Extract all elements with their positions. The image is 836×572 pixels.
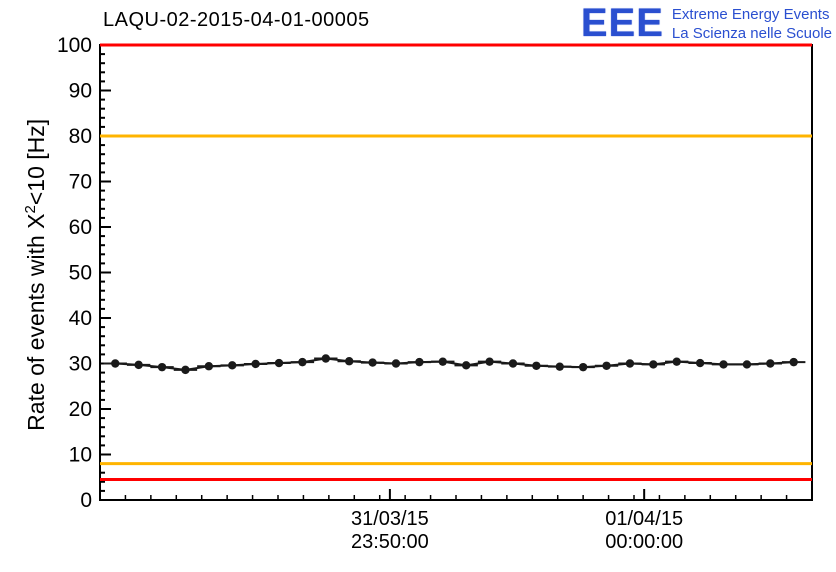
data-point — [625, 359, 635, 368]
eee-logo-text: Extreme Energy Events La Scienza nelle S… — [672, 5, 832, 43]
threshold-lines — [100, 43, 812, 482]
eee-logo-line1: Extreme Energy Events — [671, 6, 830, 23]
x-tick-time: 00:00:00 — [605, 531, 683, 553]
data-point — [251, 359, 260, 369]
data-point — [461, 361, 471, 370]
x-tick-date: 31/03/15 — [351, 508, 429, 530]
data-point — [438, 357, 447, 366]
y-tick-label: 60 — [69, 216, 92, 239]
eee-logo: EEE Extreme Energy Events La Scienza nel… — [581, 3, 832, 43]
data-point — [228, 361, 237, 370]
y-tick-label: 100 — [57, 34, 92, 57]
y-tick-label: 50 — [69, 262, 92, 285]
data-point — [415, 357, 424, 367]
data-point — [298, 357, 307, 367]
data-point — [345, 357, 354, 366]
y-tick-label: 20 — [69, 398, 92, 421]
data-point — [602, 361, 611, 370]
data-point — [391, 359, 401, 368]
data-point — [134, 360, 143, 370]
data-point — [789, 357, 798, 367]
data-series-event-rate — [103, 354, 806, 375]
y-tick-label: 40 — [69, 307, 92, 330]
x-tick-time: 23:50:00 — [351, 531, 429, 553]
y-tick-label: 0 — [80, 489, 92, 512]
data-point — [204, 362, 214, 371]
eee-logo-acronym: EEE — [580, 1, 664, 45]
x-tick-date: 01/04/15 — [605, 508, 683, 530]
data-point — [672, 357, 681, 366]
data-point — [649, 360, 658, 369]
data-point — [157, 362, 167, 372]
y-tick-label: 90 — [69, 80, 92, 103]
y-tick-label: 10 — [69, 444, 92, 467]
y-tick-label: 80 — [69, 125, 92, 148]
data-point — [485, 357, 494, 366]
y-axis: 0 10 20 30 40 50 60 70 80 90 100 — [57, 34, 111, 512]
data-point — [695, 358, 705, 368]
data-point — [555, 362, 564, 371]
data-point — [321, 354, 331, 363]
data-point — [508, 359, 518, 368]
data-point — [578, 362, 588, 372]
data-point — [368, 358, 377, 367]
data-point — [181, 365, 190, 375]
data-point — [111, 359, 120, 368]
data-point — [532, 361, 541, 370]
data-point — [766, 359, 775, 368]
data-point — [742, 360, 752, 369]
data-point — [274, 358, 284, 368]
y-tick-label: 30 — [69, 353, 92, 376]
plot-title: LAQU-02-2015-04-01-00005 — [103, 9, 370, 31]
eee-logo-line2: La Scienza nelle Scuole — [671, 25, 832, 42]
y-tick-label: 70 — [69, 171, 92, 194]
plot-frame — [99, 44, 813, 501]
data-point — [719, 360, 728, 369]
